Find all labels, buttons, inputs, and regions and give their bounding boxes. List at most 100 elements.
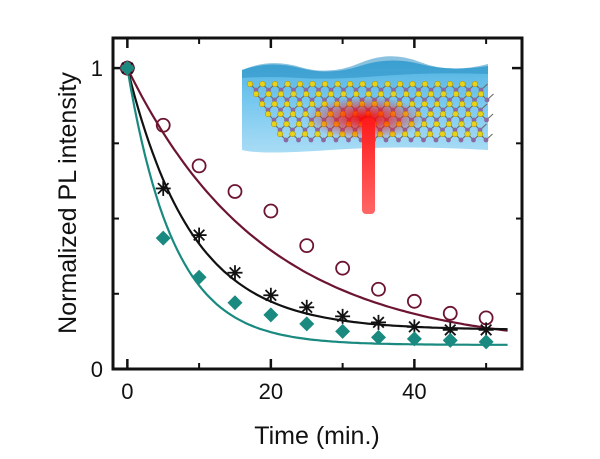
lattice-atom-s	[284, 80, 291, 88]
lattice-atom-s	[283, 120, 290, 128]
lattice-atom-s	[384, 80, 391, 88]
lattice-atom-m	[421, 137, 426, 143]
data-point-diamond	[299, 316, 315, 332]
lattice-atom-s	[276, 130, 284, 138]
data-point-diamond	[191, 269, 207, 285]
lattice-atom-s	[464, 110, 472, 118]
data-point-circle	[299, 238, 315, 254]
lattice-atom-s	[271, 100, 278, 108]
data-markers	[119, 60, 494, 350]
data-point-diamond	[406, 331, 422, 347]
lattice-atom-s	[295, 120, 303, 128]
inset-illustration	[242, 56, 494, 214]
data-point-diamond	[119, 60, 135, 76]
data-point-asterisk	[335, 308, 351, 324]
data-point-diamond	[227, 295, 243, 311]
lattice-atom-s	[464, 130, 471, 138]
lattice-atom-s	[439, 110, 447, 118]
fit-curves	[126, 67, 508, 346]
lattice-atom-s	[290, 90, 297, 98]
lattice-atom-s	[409, 80, 416, 88]
laser-beam	[362, 118, 375, 214]
water-surface	[242, 56, 488, 79]
data-point-asterisk	[155, 180, 171, 196]
lattice-atom-s	[451, 130, 459, 138]
asterisk-stroke	[336, 310, 349, 323]
lattice-atom-m	[321, 137, 326, 143]
data-point-circle	[406, 293, 422, 309]
lattice-atom-s	[302, 90, 310, 98]
data-point-circle	[263, 203, 279, 219]
lattice-atom-m	[308, 137, 314, 143]
lattice-atom-s	[259, 80, 266, 88]
lattice-atom-m	[283, 137, 289, 143]
lattice-atom-s	[458, 100, 466, 108]
lattice-atom-s	[301, 130, 309, 138]
lattice-atom-s	[346, 80, 354, 88]
fit-curve-diamond	[126, 67, 508, 346]
y-axis-title: Normalized PL intensity	[54, 72, 82, 334]
lattice-atom-s	[390, 90, 397, 98]
lattice-atom-s	[265, 90, 272, 98]
lattice-atom-s	[321, 80, 329, 88]
lattice-atom-m	[484, 117, 489, 123]
lattice-atom-s	[465, 90, 472, 98]
data-point-diamond	[370, 329, 386, 345]
tick-labels: 0 20 40 0 1	[91, 56, 427, 404]
data-point-circle	[227, 184, 243, 199]
lattice-atom-m	[458, 137, 464, 143]
asterisk-stroke	[408, 320, 421, 333]
lattice-atom-s	[340, 90, 347, 98]
data-point-asterisk	[370, 314, 386, 330]
lattice-atom-s	[252, 90, 260, 98]
data-point-circle	[371, 281, 386, 297]
lattice-atom-s	[433, 120, 440, 128]
data-point-diamond	[155, 230, 171, 246]
y-tick-label: 1	[91, 56, 103, 81]
lattice-atom-s	[315, 90, 322, 98]
lattice-atom-m	[433, 137, 439, 143]
lattice-atom-s	[471, 80, 479, 88]
data-point-diamond	[335, 323, 351, 339]
lattice-atom-s	[352, 90, 360, 98]
lattice-atom-s	[433, 100, 441, 108]
asterisk-stroke	[480, 323, 493, 336]
lattice-atom-m	[396, 137, 401, 143]
lattice-atom-s	[309, 80, 316, 88]
laser-spot-glow	[305, 96, 425, 140]
lattice-atom-s	[289, 110, 297, 118]
y-tick-label: 0	[91, 357, 103, 382]
lattice-atom-s	[271, 80, 279, 88]
lattice-atom-s	[421, 80, 429, 88]
lattice-atom-s	[427, 110, 434, 118]
lattice-atom-s	[277, 110, 284, 118]
lattice-atom-s	[377, 90, 385, 98]
lattice-atom-s	[477, 110, 484, 118]
x-tick-label: 0	[121, 379, 133, 404]
fit-curve-asterisk	[126, 67, 508, 331]
lattice-atom-s	[264, 110, 272, 118]
lattice-atom-m	[383, 137, 389, 143]
lattice-atom-s	[452, 110, 459, 118]
data-point-circle	[155, 117, 171, 133]
lattice-atom-s	[371, 80, 379, 88]
lattice-atom-s	[446, 100, 453, 108]
asterisk-stroke	[444, 323, 457, 336]
lattice-atom-s	[415, 90, 422, 98]
data-point-asterisk	[263, 287, 279, 303]
data-point-diamond	[263, 307, 279, 323]
asterisk-stroke	[264, 289, 277, 302]
asterisk-stroke	[193, 229, 206, 242]
data-point-circle	[335, 260, 351, 276]
lattice-atom-m	[484, 97, 490, 103]
x-axis-title: Time (min.)	[254, 422, 379, 450]
lattice-atom-m	[483, 137, 489, 143]
lattice-atom-s	[477, 90, 485, 98]
data-point-asterisk	[227, 265, 243, 281]
lattice-atom-s	[283, 100, 291, 108]
asterisk-stroke	[157, 182, 170, 195]
lattice-atom-s	[440, 90, 447, 98]
lattice-atom-s	[426, 130, 434, 138]
lattice-atom-s	[396, 80, 404, 88]
lattice-atom-s	[277, 90, 285, 98]
